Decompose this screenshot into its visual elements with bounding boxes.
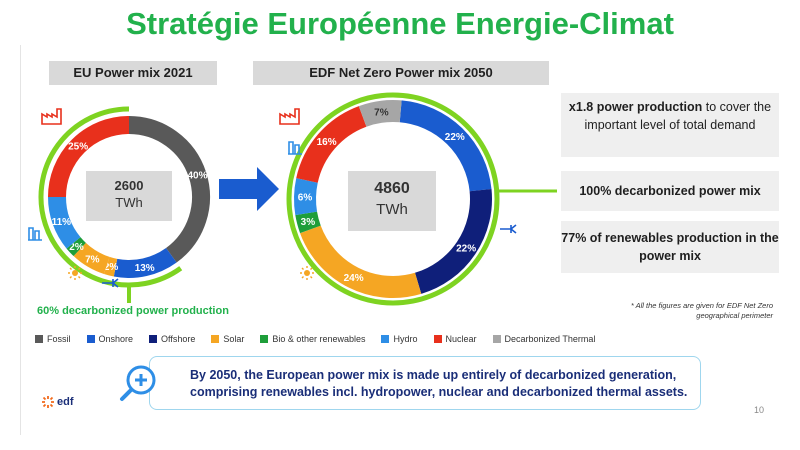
legend-label-3: Solar <box>223 334 245 344</box>
total-value-right: 4860 <box>374 180 410 197</box>
page-number: 10 <box>754 405 765 415</box>
edf-logo-text: edf <box>57 396 74 408</box>
info-production-strong: x1.8 power production <box>568 100 703 114</box>
info-box-decarbonized: 100% decarbonized power mix <box>561 171 779 211</box>
decarbonized-arc-left <box>38 106 183 288</box>
legend-item-1: Onshore <box>86 334 134 344</box>
info-box-production: x1.8 power production to cover the impor… <box>561 93 779 157</box>
legend-label-4: Bio & other renewables <box>272 334 366 344</box>
right-slice-4 <box>294 178 318 216</box>
left-slice-5 <box>48 196 81 249</box>
info-box-renewables: 77% of renewables production in the powe… <box>561 221 779 273</box>
chart-title-right: EDF Net Zero Power mix 2050 <box>253 61 549 85</box>
legend-label-2: Offshore <box>161 334 196 344</box>
wind-turbine-icon-right <box>500 224 517 234</box>
hydro-dam-icon-right <box>288 141 302 155</box>
right-slice-2 <box>300 225 422 298</box>
right-label-3: 3% <box>301 217 316 228</box>
left-slice-0 <box>128 116 210 263</box>
right-slice-0 <box>399 100 492 192</box>
donut-left: 40%13%2%7%2%11%25% <box>48 116 210 278</box>
total-unit-right: TWh <box>376 201 408 218</box>
footnote: * All the figures are given for EDF Net … <box>630 301 773 320</box>
chart-title-left: EU Power mix 2021 <box>49 61 217 85</box>
donut-right: 22% 22% 24% 3% 6% 16% 7% <box>294 100 492 298</box>
left-slice-6 <box>48 116 130 198</box>
total-box-left: 2600 TWh <box>86 171 172 221</box>
left-label-1: 13% <box>135 263 155 274</box>
legend-label-5: Hydro <box>393 334 418 344</box>
left-label-2: 2% <box>104 262 119 273</box>
total-box-right: 4860 TWh <box>348 171 436 231</box>
message-line-1: By 2050, the European power mix is made … <box>190 368 677 382</box>
legend-item-6: Nuclear <box>433 334 477 344</box>
sun-icon <box>68 266 82 280</box>
slide: EU Power mix 2021 EDF Net Zero Power mix… <box>20 45 780 435</box>
decarbonized-ring-right <box>286 92 500 306</box>
right-label-1: 22% <box>456 244 476 255</box>
right-label-2: 24% <box>344 273 364 284</box>
edf-logo: edf <box>41 395 74 409</box>
legend-swatch-0 <box>35 335 43 343</box>
legend-item-4: Bio & other renewables <box>260 334 365 344</box>
legend-item-5: Hydro <box>381 334 418 344</box>
legend: Fossil Onshore Offshore Solar Bio & other re… <box>35 334 595 344</box>
legend-swatch-1 <box>86 335 95 343</box>
factory-icon <box>41 108 62 125</box>
wind-turbine-icon-left <box>102 278 119 288</box>
legend-swatch-2 <box>149 335 158 343</box>
right-slice-1 <box>414 189 492 294</box>
legend-item-3: Solar <box>211 334 244 344</box>
left-label-3: 7% <box>85 255 100 266</box>
right-label-0: 22% <box>445 132 465 143</box>
legend-swatch-4 <box>260 335 269 343</box>
left-slice-2 <box>103 256 118 277</box>
legend-item-0: Fossil <box>35 334 71 344</box>
info-production-rest: to cover the important level of total de… <box>584 100 772 132</box>
left-slice-3 <box>73 242 110 275</box>
right-slice-3 <box>295 211 321 234</box>
right-label-4: 6% <box>298 192 313 203</box>
decarbonized-annotation: 60% decarbonized power production <box>37 305 229 317</box>
edf-sun-logo-icon <box>42 396 54 408</box>
left-slice-1 <box>113 247 177 278</box>
message-box: By 2050, the European power mix is made … <box>149 356 701 410</box>
total-value-left: 2600 <box>114 178 144 193</box>
legend-swatch-5 <box>381 335 390 343</box>
transition-arrow <box>219 167 279 211</box>
legend-swatch-3 <box>211 335 220 343</box>
legend-label-0: Fossil <box>47 334 71 344</box>
left-label-0: 40% <box>187 170 207 181</box>
hydro-dam-icon <box>28 227 42 241</box>
message-line-2: comprising renewables incl. hydropower, … <box>190 385 688 399</box>
left-label-6: 25% <box>68 142 88 153</box>
legend-item-2: Offshore <box>149 334 195 344</box>
legend-swatch-6 <box>433 335 442 343</box>
left-label-5: 11% <box>52 217 72 228</box>
left-label-4: 2% <box>69 242 84 253</box>
legend-label-7: Decarbonized Thermal <box>504 334 596 344</box>
right-slice-5 <box>296 106 367 184</box>
legend-label-1: Onshore <box>98 334 134 344</box>
left-slice-4 <box>66 237 86 257</box>
legend-swatch-7 <box>492 335 501 343</box>
right-label-5: 16% <box>317 137 337 148</box>
legend-label-6: Nuclear <box>445 334 477 344</box>
sun-icon-right <box>300 266 314 280</box>
factory-icon-right <box>279 108 300 125</box>
right-label-6: 7% <box>374 107 389 118</box>
donut-charts: 40%13%2%7%2%11%25% 22%22%24%3%6%16%7% <box>38 92 557 306</box>
legend-item-7: Decarbonized Thermal <box>492 334 596 344</box>
page-title: Stratégie Européenne Energie-Climat <box>126 6 674 41</box>
total-unit-left: TWh <box>115 195 143 210</box>
magnifier-plus-icon <box>120 365 156 401</box>
right-slice-6 <box>358 100 402 127</box>
